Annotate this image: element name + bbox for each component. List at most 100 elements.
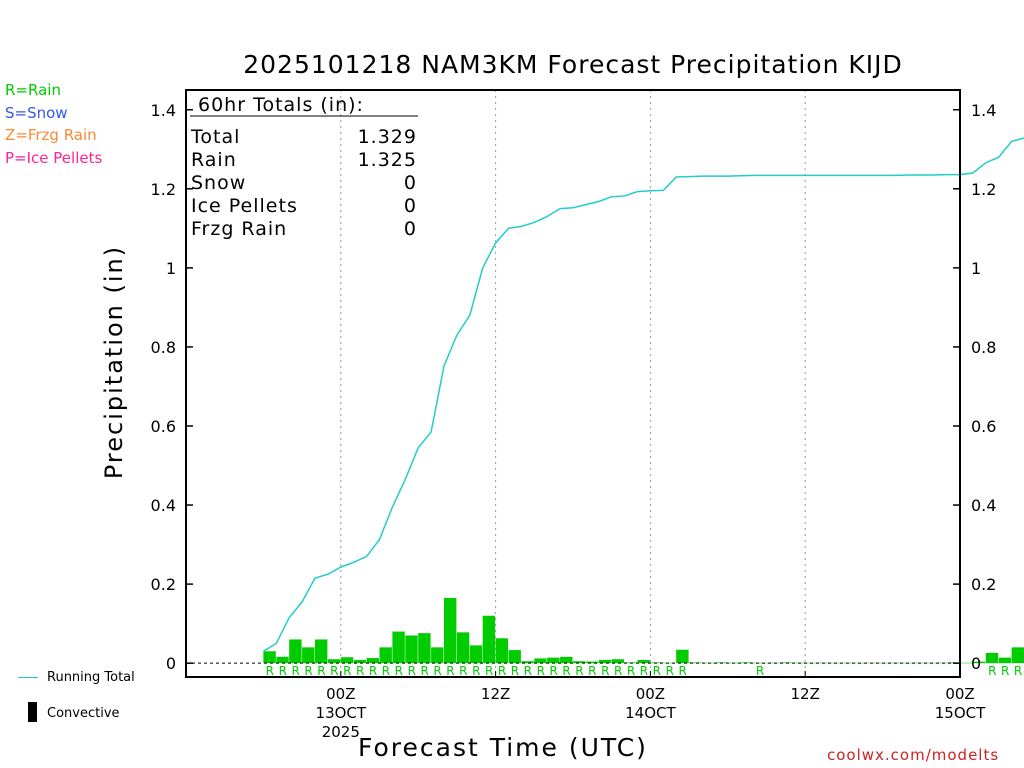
precip-type-mark: R: [279, 664, 287, 678]
totals-row-label: Total: [190, 126, 240, 148]
precip-bar: [585, 661, 599, 664]
grid-layer: [340, 90, 806, 677]
precip-type-mark: R: [562, 664, 570, 678]
convective-swatch-icon: [28, 702, 37, 722]
precip-type-mark: R: [304, 664, 312, 678]
precip-type-mark: R: [291, 664, 299, 678]
precip-bar: [689, 662, 702, 664]
y-tick-label-left: 1.2: [151, 180, 176, 199]
precip-bar: [405, 635, 418, 664]
precip-bar: [676, 649, 689, 664]
precip-type-mark: R: [640, 664, 648, 678]
precip-bar: [418, 633, 431, 664]
totals-row-value: 1.329: [358, 126, 417, 148]
precip-type-mark: R: [343, 664, 351, 678]
precip-type-mark: R: [511, 664, 519, 678]
running-total-swatch-icon: [18, 677, 38, 678]
precip-bar: [753, 662, 766, 664]
y-tick-label-right: 0: [971, 654, 981, 673]
y-tick-label-right: 1.4: [971, 101, 996, 120]
x-tick-label: 12Z: [481, 685, 510, 703]
precip-type-mark: R: [433, 664, 441, 678]
x-axis-label: Forecast Time (UTC): [358, 733, 648, 762]
precip-bar: [302, 647, 315, 664]
precip-type-mark: R: [369, 664, 377, 678]
precip-type-mark: R: [485, 664, 493, 678]
precip-type-mark: R: [459, 664, 467, 678]
precip-type-mark: R: [524, 664, 532, 678]
precip-bar: [843, 662, 857, 664]
legend-running-total: Running Total: [47, 670, 135, 685]
precip-type-mark: R: [420, 664, 428, 678]
precip-type-mark: R: [1014, 664, 1022, 678]
legend-snow: S=Snow: [5, 104, 68, 122]
y-tick-label-right: 0.8: [971, 338, 996, 357]
precip-type-mark: R: [317, 664, 325, 678]
y-tick-label-left: 0.4: [151, 496, 176, 515]
totals-header: 60hr Totals (in):: [198, 94, 364, 116]
precip-bar: [366, 658, 379, 664]
x-tick-label: 2025: [322, 723, 360, 741]
precip-bar: [276, 656, 289, 664]
precip-bar: [521, 661, 534, 664]
y-tick-label-left: 0.8: [151, 338, 176, 357]
x-tick-label: 00Z: [326, 685, 355, 703]
x-tick-label: 14OCT: [625, 704, 676, 722]
x-tick-label: 15OCT: [935, 704, 986, 722]
running-total-line: [263, 137, 1024, 652]
precip-bar: [327, 659, 341, 664]
hourly-bars: [263, 597, 1024, 664]
precip-type-mark: R: [678, 664, 686, 678]
precip-bar: [766, 662, 779, 664]
precip-type-mark: R: [988, 664, 996, 678]
precip-bar: [985, 652, 999, 664]
precip-bar: [456, 632, 470, 664]
precip-type-mark: R: [472, 664, 480, 678]
y-tick-label-left: 0: [166, 654, 176, 673]
precip-bar: [444, 597, 457, 664]
precip-bar: [547, 657, 560, 664]
precip-type-mark: R: [1001, 664, 1009, 678]
precip-bar: [263, 651, 276, 664]
precip-type-mark: R: [408, 664, 416, 678]
totals-row-value: 0: [404, 195, 417, 217]
totals-row-value: 1.325: [358, 149, 417, 171]
precip-bar: [495, 638, 508, 664]
totals-row-label: Frzg Rain: [191, 218, 287, 240]
precip-bar: [560, 656, 573, 664]
precip-bar: [289, 639, 302, 664]
precip-type-mark: R: [666, 664, 674, 678]
precip-type-mark: R: [614, 664, 622, 678]
y-tick-label-left: 1.4: [151, 101, 176, 120]
credit-link[interactable]: coolwx.com/modelts: [827, 746, 1000, 764]
precip-bar: [340, 657, 354, 664]
precip-bar: [1011, 647, 1024, 664]
precip-type-mark: R: [356, 664, 364, 678]
totals-row-label: Ice Pellets: [191, 195, 298, 217]
y-tick-label-left: 0.6: [151, 417, 176, 436]
precip-type-mark: R: [382, 664, 390, 678]
precip-type-mark: R: [330, 664, 338, 678]
precip-bar: [869, 662, 883, 664]
precip-bar: [960, 662, 973, 664]
x-tick-label: 00Z: [636, 685, 665, 703]
precip-bar: [921, 662, 934, 664]
totals-box: 60hr Totals (in): Total 1.329 Rain 1.325 Snow…: [190, 94, 418, 240]
precip-bar: [469, 645, 483, 664]
precip-bar: [353, 660, 367, 664]
precip-bar: [315, 639, 328, 664]
precip-type-mark: R: [756, 664, 764, 678]
precip-bar: [379, 647, 392, 664]
y-tick-label-left: 1: [166, 259, 176, 278]
precip-type-mark: R: [549, 664, 557, 678]
precip-bar: [534, 658, 547, 664]
chart-title: 2025101218 NAM3KM Forecast Precipitation…: [243, 50, 903, 79]
legend-ice-pellets: P=Ice Pellets: [5, 149, 103, 167]
legend-convective: Convective: [47, 706, 120, 721]
precip-type-mark: R: [266, 664, 274, 678]
precip-bar: [934, 662, 947, 664]
plot-frame: [185, 89, 961, 678]
x-tick-label: 13OCT: [316, 704, 367, 722]
precip-type-mark: R: [588, 664, 596, 678]
